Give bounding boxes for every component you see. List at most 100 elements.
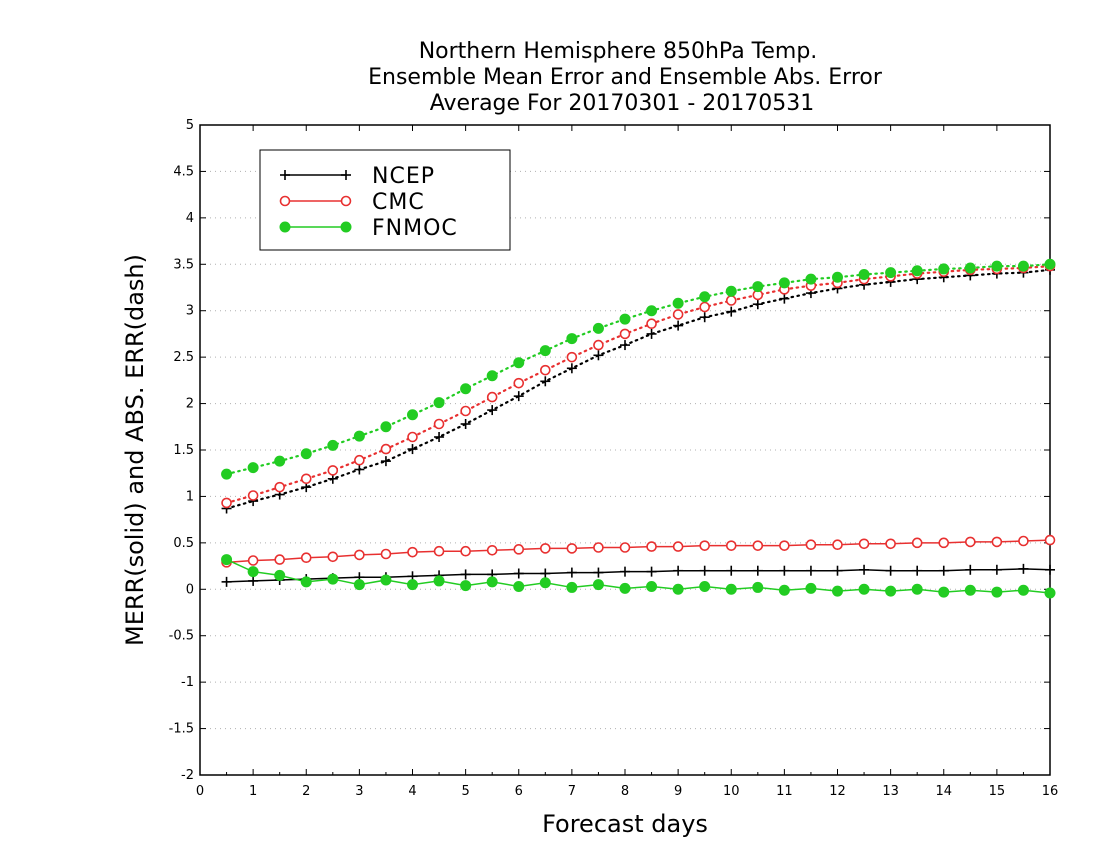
merr-point-fnmoc: [274, 569, 286, 581]
abs-err-point-fnmoc: [247, 462, 259, 474]
x-tick-label-12: 12: [829, 784, 846, 799]
abs-err-point-cmc: [646, 318, 657, 330]
abs-err-point-cmc: [593, 339, 604, 351]
y-tick-label-11: 3.5: [173, 257, 194, 272]
x-tick-label-0: 0: [196, 784, 204, 799]
x-axis-label: Forecast days: [542, 810, 708, 838]
abs-err-point-cmc: [247, 490, 259, 501]
abs-err-point-ncep: [779, 293, 790, 304]
merr-point-cmc: [858, 538, 870, 550]
abs-err-point-fnmoc: [566, 333, 578, 345]
y-tick-label-12: 4: [186, 211, 194, 226]
y-tick-label-5: 0.5: [173, 536, 194, 551]
merr-point-ncep: [699, 565, 710, 576]
merr-point-fnmoc: [566, 581, 578, 593]
abs-err-point-fnmoc: [380, 421, 392, 433]
merr-point-fnmoc: [380, 574, 392, 586]
abs-err-point-ncep: [620, 340, 630, 351]
abs-err-point-cmc: [433, 418, 445, 430]
abs-err-point-cmc: [460, 405, 471, 417]
chart-title: Northern Hemisphere 850hPa Temp. Ensembl…: [368, 39, 883, 116]
abs-err-point-fnmoc: [539, 345, 551, 357]
legend-label-fnmoc: FNMOC: [372, 216, 458, 241]
merr-point-cmc: [566, 543, 578, 554]
merr-point-cmc: [327, 551, 339, 563]
merr-point-fnmoc: [778, 584, 790, 596]
abs-err-point-cmc: [380, 443, 392, 455]
abs-err-point-ncep: [699, 312, 710, 323]
merr-point-cmc: [938, 537, 950, 549]
merr-point-cmc: [885, 538, 896, 550]
abs-err-point-fnmoc: [1017, 260, 1029, 272]
merr-point-cmc: [1018, 535, 1029, 547]
merr-point-fnmoc: [964, 584, 976, 596]
y-tick-label-4: 0: [186, 582, 194, 597]
abs-err-point-cmc: [221, 497, 232, 509]
merr-point-fnmoc: [885, 585, 897, 597]
merr-point-fnmoc: [460, 580, 472, 592]
merr-point-ncep: [752, 565, 763, 576]
merr-point-fnmoc: [300, 576, 312, 588]
legend-label-cmc: CMC: [372, 190, 425, 215]
abs-err-point-cmc: [619, 328, 631, 340]
merr-point-cmc: [274, 554, 285, 565]
abs-err-point-cmc: [354, 454, 365, 466]
merr-point-cmc: [832, 539, 843, 551]
merr-point-cmc: [725, 540, 737, 551]
abs-err-point-fnmoc: [964, 262, 976, 274]
legend-marker-end-ncep: [341, 170, 351, 180]
merr-point-ncep: [593, 567, 604, 578]
merr-point-ncep: [566, 567, 577, 578]
abs-err-point-ncep: [752, 299, 763, 310]
merr-point-ncep: [912, 565, 923, 576]
y-tick-label-13: 4.5: [173, 164, 194, 179]
x-tick-label-11: 11: [776, 784, 793, 799]
abs-err-point-fnmoc: [433, 397, 445, 409]
abs-err-point-cmc: [699, 301, 710, 313]
tick-labels: -2-1.5-1-0.500.511.522.533.544.550 1 2 3 4 5 6…: [169, 118, 1059, 799]
abs-err-point-cmc: [407, 431, 418, 443]
series-fnmoc: [221, 258, 1056, 599]
merr-point-ncep: [620, 566, 630, 577]
merr-point-fnmoc: [486, 576, 498, 588]
merr-point-ncep: [991, 564, 1002, 575]
merr-point-cmc: [247, 555, 259, 566]
merr-point-fnmoc: [646, 581, 658, 592]
merr-point-cmc: [752, 540, 764, 551]
merr-point-fnmoc: [221, 554, 233, 566]
chart-title-line-2: Ensemble Mean Error and Ensemble Abs. Er…: [368, 65, 883, 90]
x-tick-label-8: 8: [621, 784, 629, 799]
merr-point-cmc: [1044, 534, 1056, 546]
abs-err-point-fnmoc: [407, 409, 418, 421]
legend-label-ncep: NCEP: [372, 164, 435, 189]
merr-point-cmc: [433, 545, 445, 557]
merr-point-cmc: [513, 544, 525, 555]
merr-point-cmc: [354, 549, 365, 561]
merr-point-fnmoc: [353, 579, 365, 591]
merr-point-fnmoc: [858, 583, 870, 595]
merr-point-fnmoc: [911, 583, 923, 595]
merr-point-ncep: [859, 564, 870, 575]
merr-point-cmc: [300, 552, 312, 564]
abs-err-point-fnmoc: [619, 313, 631, 325]
abs-err-point-fnmoc: [885, 267, 897, 279]
merr-point-fnmoc: [247, 566, 259, 578]
merr-point-fnmoc: [805, 582, 817, 594]
legend-entry-cmc: CMC: [279, 190, 425, 215]
merr-point-cmc: [646, 541, 657, 552]
axes: [199, 124, 1051, 776]
merr-point-ncep: [805, 565, 816, 576]
merr-point-ncep: [965, 564, 976, 575]
merr-point-fnmoc: [327, 573, 339, 585]
abs-err-point-fnmoc: [486, 370, 498, 382]
merr-point-cmc: [407, 546, 418, 558]
merr-point-ncep: [646, 566, 657, 577]
x-tick-label-14: 14: [935, 784, 952, 799]
merr-point-fnmoc: [513, 581, 525, 592]
abs-err-point-fnmoc: [752, 281, 764, 293]
merr-point-fnmoc: [938, 586, 950, 598]
x-tick-label-6: 6: [515, 784, 523, 799]
merr-point-fnmoc: [832, 585, 843, 597]
abs-err-point-cmc: [725, 295, 737, 306]
